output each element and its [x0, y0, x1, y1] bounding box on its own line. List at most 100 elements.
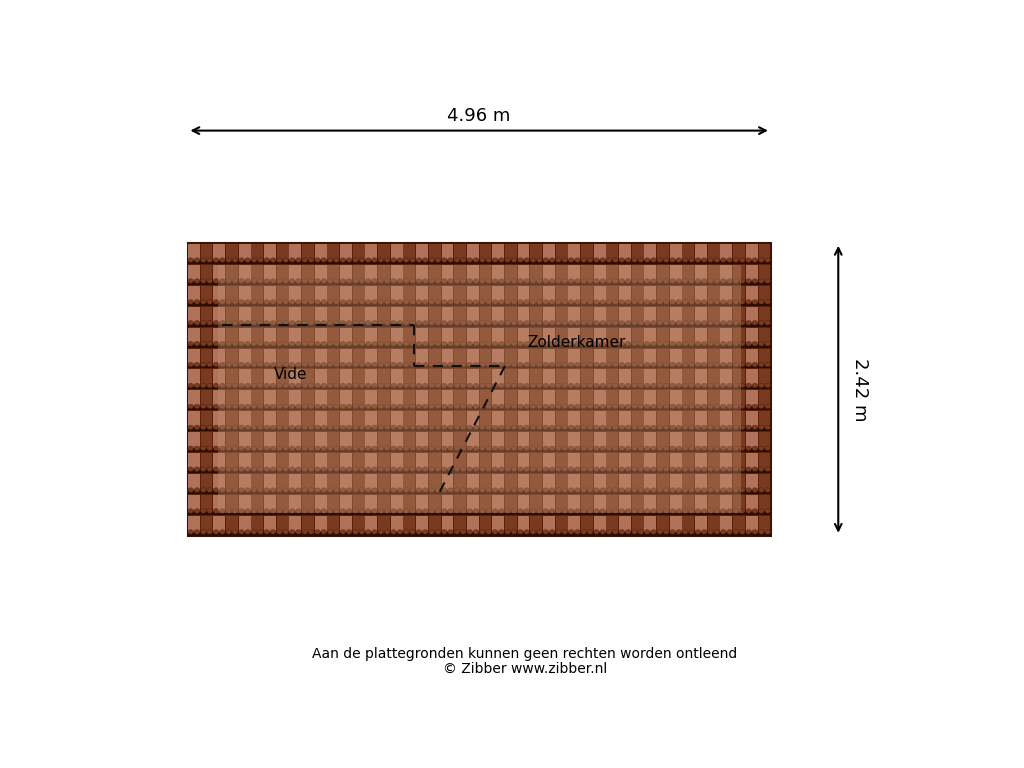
Bar [657, 286, 669, 303]
Ellipse shape [721, 279, 726, 283]
Ellipse shape [334, 258, 339, 263]
Ellipse shape [485, 530, 492, 535]
Ellipse shape [359, 258, 365, 263]
Bar [391, 306, 402, 323]
Ellipse shape [366, 300, 371, 304]
Bar [745, 286, 758, 303]
Ellipse shape [568, 258, 574, 263]
Bar [505, 328, 517, 344]
Ellipse shape [429, 425, 434, 429]
Ellipse shape [251, 508, 257, 513]
Bar [556, 306, 567, 323]
Ellipse shape [366, 488, 371, 492]
Text: © Zibber www.zibber.nl: © Zibber www.zibber.nl [442, 662, 607, 676]
Bar [530, 432, 542, 449]
Ellipse shape [378, 508, 384, 513]
Ellipse shape [314, 508, 321, 513]
Ellipse shape [499, 362, 504, 367]
Bar [340, 516, 352, 532]
Bar [188, 495, 200, 511]
Bar [188, 349, 200, 366]
Ellipse shape [226, 404, 231, 409]
Bar [620, 432, 631, 449]
Ellipse shape [632, 425, 637, 429]
Ellipse shape [219, 258, 225, 263]
Bar [632, 306, 644, 323]
Ellipse shape [416, 508, 422, 513]
Ellipse shape [213, 467, 219, 472]
Bar [239, 244, 251, 260]
Ellipse shape [397, 425, 402, 429]
Bar [594, 369, 605, 386]
Ellipse shape [447, 467, 454, 472]
Bar [455, 453, 466, 470]
Ellipse shape [618, 279, 625, 283]
Bar [352, 369, 365, 386]
Ellipse shape [447, 508, 454, 513]
Ellipse shape [372, 425, 378, 429]
Bar [226, 244, 238, 260]
Bar [441, 390, 454, 407]
Ellipse shape [352, 467, 358, 472]
Ellipse shape [473, 425, 479, 429]
Bar [759, 244, 770, 260]
Ellipse shape [562, 488, 567, 492]
Bar [517, 244, 529, 260]
Bar [657, 495, 669, 511]
Ellipse shape [588, 300, 593, 304]
Ellipse shape [289, 342, 295, 346]
Ellipse shape [441, 488, 447, 492]
Ellipse shape [759, 279, 764, 283]
Ellipse shape [410, 467, 416, 472]
Ellipse shape [447, 300, 454, 304]
Ellipse shape [574, 320, 581, 325]
Ellipse shape [334, 383, 339, 388]
Bar [543, 474, 555, 491]
Bar [251, 286, 263, 303]
Ellipse shape [213, 425, 219, 429]
Ellipse shape [549, 362, 555, 367]
Ellipse shape [283, 258, 289, 263]
Ellipse shape [423, 488, 428, 492]
Ellipse shape [366, 279, 371, 283]
Ellipse shape [454, 508, 460, 513]
Ellipse shape [251, 383, 257, 388]
Ellipse shape [245, 488, 251, 492]
Bar [745, 328, 758, 344]
Bar [264, 265, 275, 282]
Bar [429, 265, 440, 282]
Ellipse shape [258, 446, 263, 451]
Bar [416, 349, 428, 366]
Ellipse shape [207, 258, 213, 263]
Ellipse shape [511, 446, 517, 451]
Bar [455, 412, 466, 428]
Bar [416, 390, 428, 407]
Bar [251, 412, 263, 428]
Ellipse shape [676, 530, 682, 535]
Ellipse shape [626, 488, 631, 492]
Ellipse shape [745, 530, 752, 535]
Ellipse shape [549, 279, 555, 283]
Ellipse shape [499, 446, 504, 451]
Ellipse shape [568, 425, 574, 429]
Bar [733, 328, 745, 344]
Bar [314, 432, 327, 449]
Bar [493, 349, 504, 366]
Bar [745, 369, 758, 386]
Bar [188, 369, 200, 386]
Ellipse shape [296, 467, 301, 472]
Bar [251, 306, 263, 323]
Ellipse shape [352, 530, 358, 535]
Bar [352, 265, 365, 282]
Ellipse shape [441, 530, 447, 535]
Bar [543, 516, 555, 532]
Ellipse shape [195, 404, 200, 409]
Ellipse shape [543, 279, 549, 283]
Ellipse shape [384, 320, 390, 325]
Ellipse shape [195, 383, 200, 388]
Ellipse shape [752, 467, 758, 472]
Ellipse shape [530, 279, 536, 283]
Bar [657, 328, 669, 344]
Ellipse shape [493, 342, 498, 346]
Bar [416, 306, 428, 323]
